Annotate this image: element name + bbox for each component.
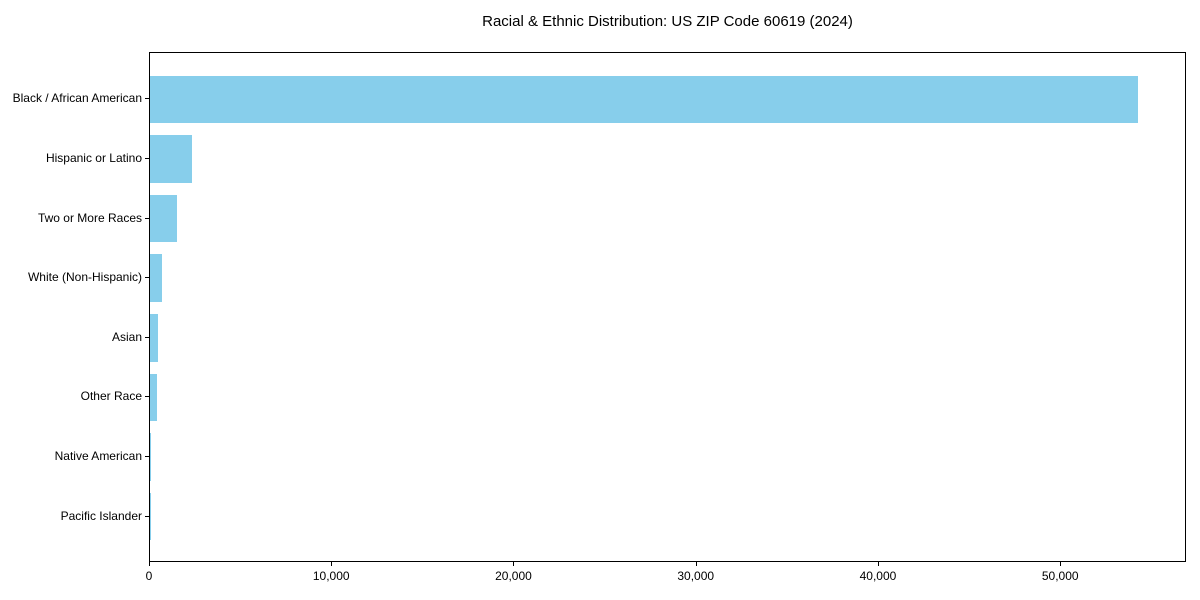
y-tick-mark (145, 515, 149, 517)
x-tick-mark (695, 562, 697, 566)
x-tick-label: 10,000 (312, 569, 350, 583)
y-tick-mark (145, 158, 149, 160)
bar-two-or-more-races (150, 194, 177, 243)
y-tick-label: Native American (54, 448, 142, 463)
bar-hispanic-or-latino (150, 135, 193, 183)
x-tick-mark (877, 562, 879, 566)
x-tick-label: 40,000 (859, 569, 897, 583)
x-tick-label: 50,000 (1041, 569, 1079, 583)
x-tick-label: 30,000 (677, 569, 715, 583)
y-tick-mark (145, 217, 149, 219)
y-tick-mark (145, 455, 149, 457)
y-tick-label: Pacific Islander (60, 508, 142, 523)
x-tick-label: 0 (145, 569, 153, 583)
x-tick-mark (513, 562, 515, 566)
bar-white-non-hispanic- (150, 254, 162, 303)
bar-native-american (150, 433, 151, 481)
y-tick-mark (145, 277, 149, 279)
bar-black-african-american (150, 75, 1139, 124)
y-tick-mark (145, 336, 149, 338)
plot-area (149, 52, 1186, 562)
bar-other-race (150, 373, 158, 422)
y-tick-label: Asian (111, 329, 142, 344)
y-tick-label: Other Race (80, 389, 142, 404)
y-tick-label: Hispanic or Latino (45, 151, 142, 166)
bar-asian (150, 313, 158, 362)
y-tick-label: Black / African American (12, 91, 142, 106)
x-tick-label: 20,000 (495, 569, 532, 583)
x-tick-mark (331, 562, 333, 566)
x-tick-mark (149, 562, 150, 566)
chart-title: Racial & Ethnic Distribution: US ZIP Cod… (482, 13, 853, 30)
y-tick-label: White (Non-Hispanic) (27, 270, 142, 285)
y-tick-mark (145, 98, 149, 100)
x-tick-mark (1060, 562, 1062, 566)
y-tick-mark (145, 396, 149, 398)
y-tick-label: Two or More Races (37, 210, 142, 225)
